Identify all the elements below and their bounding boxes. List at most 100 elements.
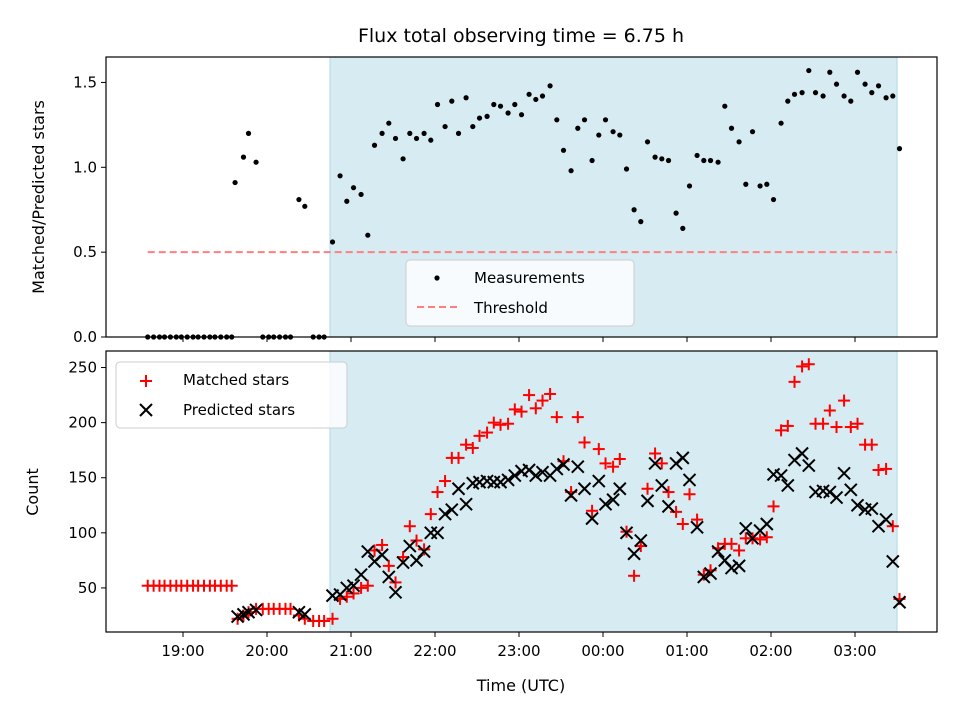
matched-stars-point (662, 486, 675, 499)
bottom-legend-box (115, 361, 348, 429)
predicted-stars-point (577, 482, 592, 496)
measurements-point (337, 173, 343, 179)
predicted-stars-point (774, 468, 788, 483)
matched-stars-point (578, 436, 591, 449)
matched-stars-point (410, 534, 423, 547)
predicted-stars-point (690, 520, 704, 535)
matched-stars-point (649, 447, 662, 460)
matched-stars-point (318, 614, 331, 627)
chart-title: Flux total observing time = 6.75 h (358, 25, 684, 47)
measurements-point (245, 130, 252, 136)
measurements-point (365, 232, 371, 238)
predicted-stars-point (459, 497, 473, 511)
measurements-point (533, 96, 539, 103)
measurements-point (686, 183, 693, 189)
matched-stars-point (361, 579, 374, 592)
predicted-stars-point (837, 466, 851, 481)
predicted-stars-point (550, 462, 564, 476)
measurements-point (392, 135, 399, 142)
predicted-stars-point (361, 544, 375, 559)
matched-stars-point (439, 475, 452, 488)
predicted-stars-point (564, 488, 578, 503)
legend-marker-predicted-stars (139, 403, 153, 417)
matched-stars-point (760, 531, 773, 544)
measurements-point (673, 210, 679, 216)
predicted-stars-point (445, 502, 459, 517)
bottom-y-tick-label: 250 (68, 359, 97, 377)
measurements-point (770, 196, 777, 203)
bottom-panel: 19:00 20:00 21:00 22:00 23:00 00:00 01:00 02:00… (23, 350, 938, 695)
predicted-stars-point (892, 595, 907, 609)
matched-stars-point (880, 462, 893, 475)
predicted-stars-point (556, 457, 571, 472)
measurements-point (344, 198, 350, 204)
matched-stars-point (628, 569, 641, 582)
measurements-point (413, 135, 420, 142)
predicted-stars-point (844, 483, 858, 497)
matched-stars-point (460, 438, 473, 451)
matched-stars-point (487, 416, 500, 429)
measurements-point (240, 154, 247, 160)
measurements-point (400, 156, 406, 162)
matched-stars-point (676, 518, 689, 531)
matched-stars-point (550, 411, 563, 424)
matched-stars-point (418, 543, 431, 556)
predicted-stars-point (795, 446, 809, 461)
matched-stars-point (326, 612, 339, 625)
matched-stars-point (599, 457, 612, 470)
matched-stars-point (775, 424, 788, 437)
predicted-stars-point (403, 539, 417, 553)
measurements-point (806, 67, 812, 74)
measurements-point (512, 101, 518, 108)
matched-stars-point (872, 464, 885, 477)
top-y-tick-label: 1.5 (73, 73, 97, 91)
matched-stars-point (823, 404, 836, 417)
measurements-point (883, 95, 889, 101)
bottom-legend: Matched stars Predicted stars (115, 361, 348, 429)
predicted-stars-point (802, 458, 816, 473)
measurements-point (476, 115, 483, 121)
matched-stars-point (466, 441, 479, 454)
measurements-point (428, 137, 434, 143)
matched-stars-point (788, 375, 801, 388)
matched-stars-point (851, 417, 864, 430)
measurements-point (652, 154, 658, 160)
matched-stars-point (838, 394, 851, 407)
predicted-stars-point (732, 559, 746, 573)
predicted-stars-point (241, 605, 256, 619)
measurements-point (358, 191, 364, 198)
legend-marker-matched-stars (140, 375, 152, 387)
measurements-point (638, 219, 644, 225)
measurements-point (841, 93, 847, 99)
top-y-tick-label: 1.0 (73, 158, 97, 176)
predicted-stars-point (711, 544, 725, 559)
x-axis-label: Time (UTC) (476, 676, 565, 695)
measurements-point (442, 123, 448, 130)
predicted-stars-point (703, 566, 718, 581)
matched-stars-point (481, 426, 494, 439)
matched-stars-point (494, 418, 507, 431)
matched-stars-point (844, 421, 857, 434)
predicted-stars-point (886, 554, 900, 569)
bottom-y-tick-label: 50 (78, 579, 97, 597)
matched-stars-point (225, 579, 238, 592)
predicted-stars-point (346, 579, 361, 593)
predicted-stars-point (879, 512, 893, 527)
matched-stars-point (802, 358, 815, 371)
bottom-y-tick-label: 200 (68, 414, 97, 432)
measurements-point (526, 91, 532, 97)
predicted-stars-point (298, 607, 312, 622)
measurements-point (833, 81, 840, 87)
matched-stars-point (754, 533, 767, 546)
predicted-stars-point (682, 473, 697, 487)
predicted-stars-point (598, 497, 613, 511)
predicted-stars-point (627, 547, 641, 561)
measurements-point (455, 130, 462, 136)
x-tick-label: 00:00 (581, 642, 624, 660)
measurements-point (791, 91, 798, 97)
predicted-stars-point (655, 478, 669, 493)
measurements-point (518, 112, 525, 118)
predicted-stars-point (724, 561, 739, 575)
measurements-point (659, 156, 665, 162)
